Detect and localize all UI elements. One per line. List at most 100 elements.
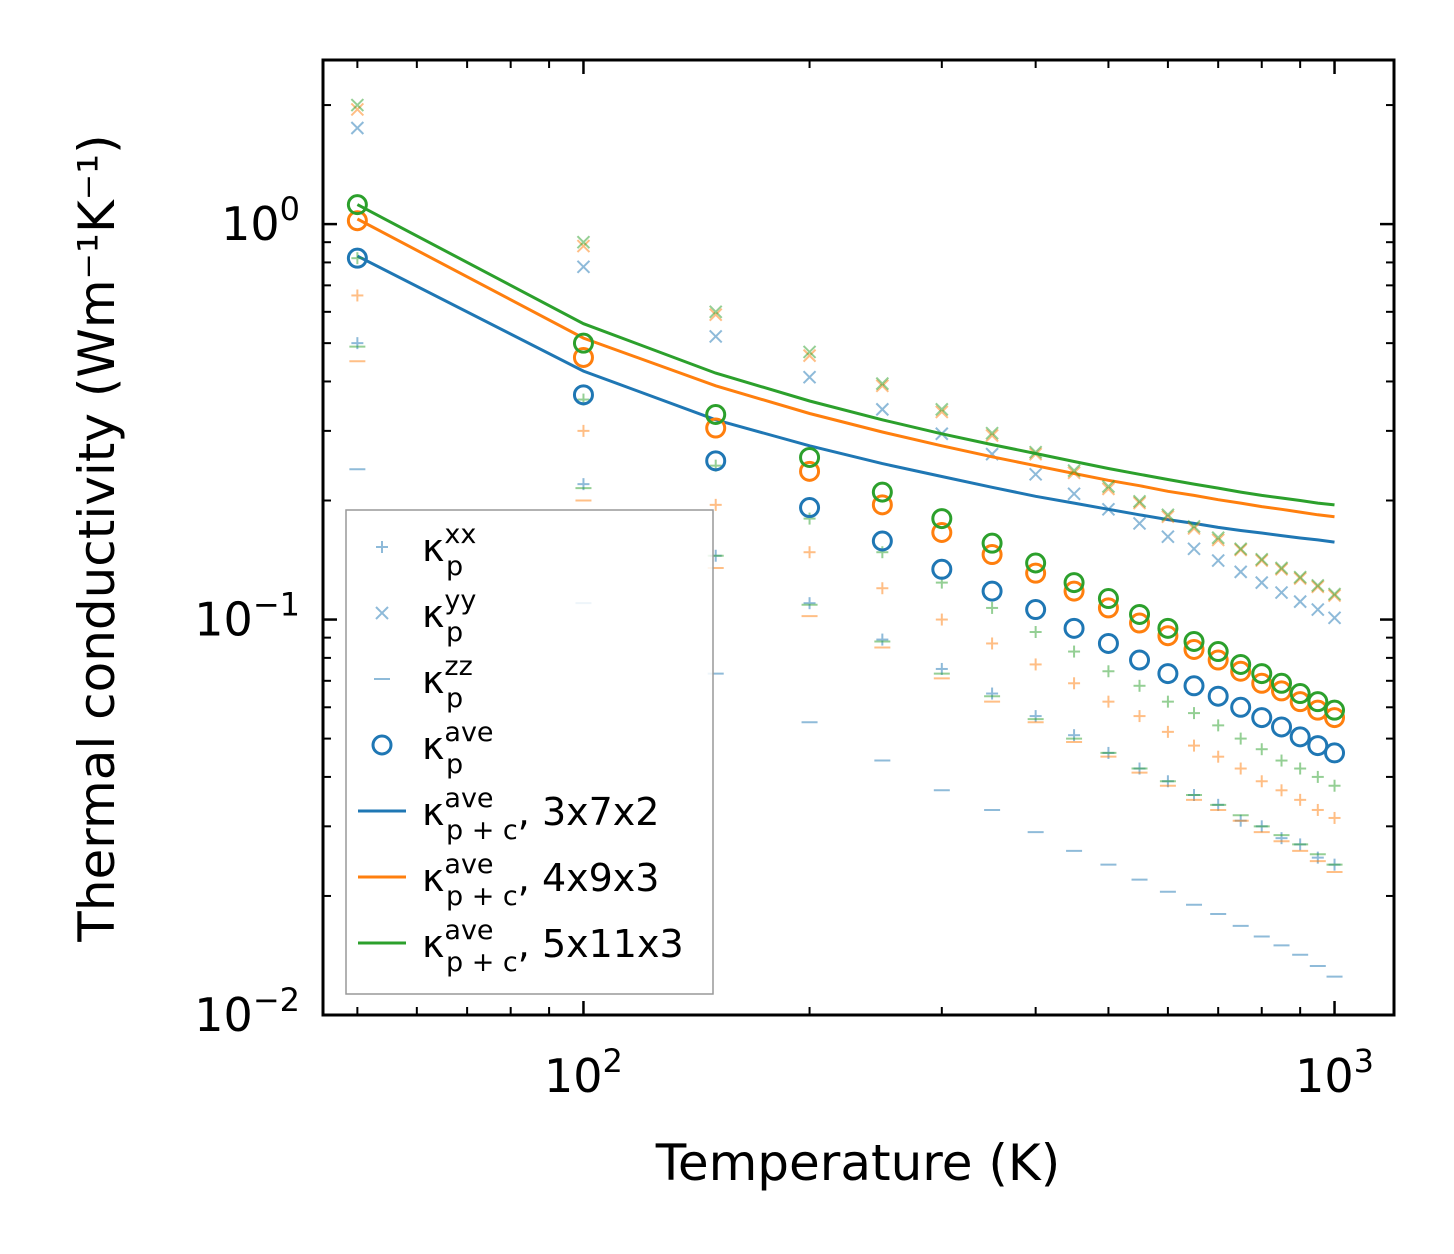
series-4x9x3-yy-point xyxy=(875,379,890,393)
series-4x9x3-ave-point xyxy=(1183,638,1205,660)
series-4x9x3-xx-point xyxy=(876,582,889,595)
series-3x7x2-yy-point xyxy=(1187,542,1201,556)
series-4x9x3-ave-point xyxy=(1063,580,1085,602)
series-3x7x2-ave-point xyxy=(1307,735,1329,757)
series-5x11x3-ave-point xyxy=(1251,663,1273,685)
legend-label: κave p xyxy=(422,717,494,780)
series-5x11x3-ave-point xyxy=(799,446,821,468)
series-3x7x2-ave-point xyxy=(931,558,953,580)
legend-label: κyy p xyxy=(422,585,476,648)
series-3x7x2-ave-point xyxy=(871,530,893,552)
series-4x9x3-xx-point xyxy=(577,424,590,437)
series-4x9x3-xx-point xyxy=(1328,811,1341,824)
legend-label: κave p + c, 3x7x2 xyxy=(422,783,659,846)
series-4x9x3-xx-point xyxy=(1068,677,1081,690)
y-tick-label: 10−1 xyxy=(194,586,300,647)
series-5x11x3-yy-point xyxy=(1028,445,1043,459)
series-4x9x3-xx-point xyxy=(986,637,999,650)
series-3x7x2-yy-point xyxy=(1101,502,1116,517)
legend-box xyxy=(345,509,714,995)
series-5x11x3-yy-point xyxy=(875,376,890,391)
series-4x9x3-ave-point xyxy=(931,522,953,544)
series-3x7x2-yy-point xyxy=(1161,529,1175,544)
series-5x11x3-ave-point xyxy=(1307,691,1329,713)
series-5x11x3-yy-point xyxy=(935,402,949,417)
series-5x11x3-yy-point xyxy=(1101,479,1116,494)
series-5x11x3-ave-point xyxy=(572,332,594,354)
series-3x7x2-yy-point xyxy=(1211,553,1225,568)
series-5x11x3-ave-point xyxy=(1207,641,1229,663)
series-3x7x2-ave-point xyxy=(705,450,727,472)
series-5x11x3-xx-point xyxy=(1161,695,1174,708)
series-5x11x3-ave-point xyxy=(1129,603,1151,625)
series-3x7x2-ave-point xyxy=(1063,617,1085,639)
series-5x11x3-yy-point xyxy=(802,345,817,359)
series-4x9x3-yy-point xyxy=(1132,496,1147,510)
series-5x11x3-ave-point xyxy=(1289,683,1311,705)
series-3x7x2-yy-point xyxy=(1132,516,1147,531)
series-5x11x3-xx-point xyxy=(1068,645,1081,658)
series-5x11x3-yy-point xyxy=(1233,542,1248,556)
series-3x7x2-ave-point xyxy=(1097,632,1119,654)
series-4x9x3-xx-point xyxy=(935,613,948,626)
series-5x11x3-xx-point xyxy=(1328,779,1341,792)
series-5x11x3-yy-point xyxy=(1132,494,1147,509)
series-3x7x2-yy-point xyxy=(1327,611,1342,625)
series-3x7x2-yy-point xyxy=(1067,487,1081,501)
series-4x9x3-xx-point xyxy=(1275,784,1288,797)
series-3x7x2-yy-point xyxy=(1233,565,1248,579)
series-5x11x3-yy-point xyxy=(350,98,365,112)
series-3x7x2-yy-point xyxy=(1311,602,1325,617)
series-3x7x2-yy-point xyxy=(802,370,817,384)
series-3x7x2-ave-point xyxy=(1207,685,1229,707)
series-4x9x3-xx-point xyxy=(803,546,816,559)
legend-circle-swatch xyxy=(371,734,393,756)
series-5x11x3-yy-point xyxy=(1187,519,1201,534)
series-5x11x3-xx-point xyxy=(351,252,364,265)
series-4x9x3-ave-point xyxy=(1207,649,1229,671)
series-4x9x3-yy-point xyxy=(1187,521,1201,536)
series-4x9x3-xx-point xyxy=(1133,710,1146,723)
series-4x9x3-xx-point xyxy=(1294,793,1307,806)
series-3x7x2-ave-point xyxy=(1324,742,1346,764)
series-3x7x2-yy-point xyxy=(576,260,591,274)
series-5x11x3-ave-point xyxy=(346,194,368,216)
series-3x7x2-xx-point xyxy=(803,597,816,610)
legend-entry-5: κave p + c, 3x7x2 xyxy=(358,783,659,846)
legend-label: κxx p xyxy=(422,519,476,582)
series-5x11x3-xx-point xyxy=(1102,665,1115,678)
series-3x7x2-ave-point xyxy=(1183,675,1205,697)
series-4x9x3-yy-point xyxy=(1067,466,1081,480)
series-3x7x2-yy-point xyxy=(709,329,723,344)
legend-entry-2: κyy p xyxy=(375,585,476,648)
series-3x7x2-ave-point xyxy=(1230,696,1252,718)
x-tick-label: 103 xyxy=(1295,1042,1374,1103)
series-3x7x2-yy-point xyxy=(875,402,890,417)
series-3x7x2-yy-point xyxy=(350,121,365,135)
series-5x11x3-ave-point xyxy=(1230,653,1252,675)
series-5x11x3-ave-point xyxy=(981,532,1003,554)
series-4x9x3-yy-point xyxy=(576,239,591,253)
series-5x11x3-ave-point xyxy=(931,508,953,530)
legend-label: κave p + c, 5x11x3 xyxy=(422,915,684,978)
series-3x7x2-ave-point xyxy=(572,384,594,406)
legend-entry-1: κxx p xyxy=(376,519,476,582)
series-5x11x3-xx-point xyxy=(1234,732,1247,745)
series-3x7x2-ave-point xyxy=(1289,726,1311,748)
series-4x9x3-xx-point xyxy=(1212,750,1225,763)
series-5x11x3-xx-point xyxy=(1275,754,1288,767)
series-3x7x2-yy-point xyxy=(1293,594,1307,609)
series-4x9x3-yy-point xyxy=(709,308,723,322)
series-5x11x3-xx-point xyxy=(803,512,816,525)
series-5x11x3-yy-point xyxy=(985,426,999,440)
series-5x11x3-xx-point xyxy=(1294,762,1307,775)
series-5x11x3-yy-point xyxy=(1067,463,1081,478)
x-axis-label: Temperature (K) xyxy=(655,1134,1060,1192)
series-5x11x3-ave-point xyxy=(1063,572,1085,594)
y-tick-label: 100 xyxy=(221,190,300,251)
series-4x9x3-xx-point xyxy=(1161,725,1174,738)
series-4x9x3-xx-point xyxy=(1029,658,1042,671)
series-4x9x3-ave-point xyxy=(346,210,368,232)
